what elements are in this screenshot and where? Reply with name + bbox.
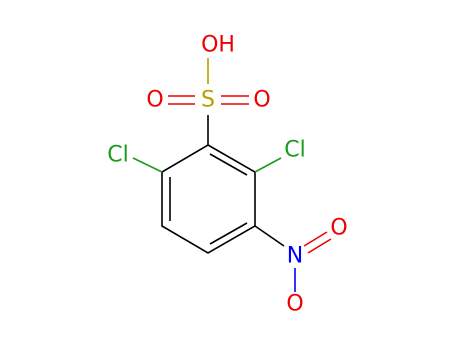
bond: [254, 157, 282, 173]
atom-label: S: [201, 88, 215, 113]
atom-label: O: [253, 88, 270, 113]
atom-label: OH: [201, 33, 235, 58]
atom-label: N: [287, 244, 303, 269]
atom-label: O: [146, 88, 163, 113]
bond: [254, 225, 285, 247]
atom-label: O: [286, 292, 303, 317]
bonds: [132, 58, 332, 292]
bond: [209, 153, 248, 176]
bond: [303, 231, 328, 247]
atom-labels: OH S O O Cl Cl N O O: [107, 33, 347, 317]
ring: [161, 144, 256, 254]
atom-label: Cl: [284, 138, 305, 163]
bond: [209, 222, 248, 245]
atom-label: O: [330, 216, 347, 241]
bond: [132, 157, 163, 173]
bond: [307, 238, 332, 254]
atom-label: Cl: [107, 143, 128, 168]
